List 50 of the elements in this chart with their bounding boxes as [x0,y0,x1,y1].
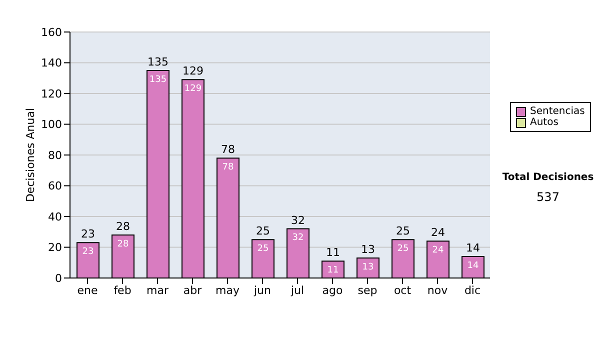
data-label: 25 [397,244,409,254]
y-tick-label: 160 [41,26,62,39]
data-label: 28 [117,239,129,250]
y-tick-label: 40 [48,210,62,224]
total-label: 11 [326,246,340,260]
x-tick-label: dic [464,284,481,297]
total-label: 14 [466,241,480,254]
y-tick-label: 140 [41,56,62,70]
x-tick-label: feb [114,284,132,297]
y-tick-label: 100 [41,118,62,132]
data-label: 23 [82,247,94,258]
text: 537 [536,190,560,204]
x-tick-label: may [216,284,240,297]
data-label: 14 [467,260,479,271]
y-tick-label: 60 [48,180,62,193]
total-label: 135 [148,55,168,68]
y-tick-label: 120 [41,87,62,100]
x-tick-label: sep [358,284,378,297]
data-label: 13 [362,262,374,272]
y-tick-label: 0 [55,272,62,285]
data-label: 24 [432,245,444,256]
data-label: 32 [292,233,304,244]
x-tick-label: nov [427,284,448,297]
data-label: 11 [327,265,339,276]
total-label: 23 [81,228,95,241]
x-tick-label: jul [290,284,304,297]
total-label: 24 [431,226,445,240]
data-label: 135 [149,74,167,85]
x-tick-label: jun [253,284,272,297]
data-label: 129 [184,84,202,94]
legend-label: Autos [530,117,558,128]
total-label: 78 [221,143,235,156]
x-tick-label: oct [394,284,412,297]
y-tick-label: 80 [48,148,62,162]
data-label: 78 [222,162,234,172]
text: Total Decisiones [501,172,595,183]
data-label: 25 [257,244,269,254]
total-label: 32 [291,214,305,227]
x-tick-label: ene [77,284,98,297]
y-tick-label: 20 [48,241,62,254]
total-label: 28 [116,220,130,233]
x-tick-label: mar [146,284,169,297]
total-label: 13 [361,243,375,256]
total-label: 25 [256,224,270,238]
total-label: 129 [182,64,204,78]
x-tick-label: ago [322,284,343,297]
legend-label: Sentencias [530,106,585,117]
total-label: 25 [396,224,410,238]
y-axis-title: Decisiones Anual [24,108,37,202]
x-tick-label: abr [183,284,202,297]
